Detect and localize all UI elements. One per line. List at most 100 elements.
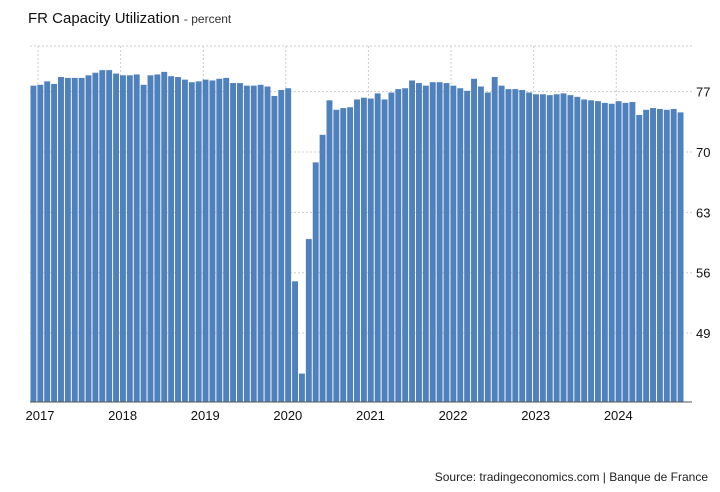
bar: [133, 74, 140, 402]
source-note: Source: tradingeconomics.com | Banque de…: [434, 470, 708, 484]
bar: [181, 79, 188, 402]
bar: [113, 73, 120, 403]
bar: [298, 373, 305, 402]
bar: [51, 83, 58, 402]
bar: [168, 76, 175, 402]
y-tick-label: 77: [696, 85, 710, 100]
bar: [498, 85, 505, 402]
bar: [340, 108, 347, 402]
bar: [140, 84, 147, 403]
x-tick-label: 2018: [108, 408, 137, 423]
bar: [119, 75, 126, 403]
x-tick-label: 2023: [521, 408, 550, 423]
y-tick-label: 56: [696, 266, 710, 281]
bar: [347, 107, 354, 403]
bar: [484, 92, 491, 403]
bar: [636, 114, 643, 403]
bar: [643, 109, 650, 402]
bar: [64, 77, 71, 402]
bar: [264, 86, 271, 403]
bar: [629, 102, 636, 402]
bar: [594, 101, 601, 403]
bar: [250, 85, 257, 402]
bar: [257, 84, 264, 403]
bar: [415, 83, 422, 403]
bar: [533, 94, 539, 403]
bar: [37, 84, 44, 403]
bar: [326, 100, 333, 402]
bar: [360, 97, 367, 403]
bar: [99, 70, 106, 402]
bar: [312, 162, 319, 402]
bar: [147, 75, 154, 403]
bar: [622, 102, 629, 402]
x-tick-label: 2017: [26, 408, 55, 423]
bar: [71, 77, 78, 402]
bar: [526, 92, 533, 403]
bar: [560, 93, 567, 402]
bar: [388, 92, 395, 403]
bar: [656, 108, 663, 403]
bar: [243, 85, 250, 402]
bar: [367, 98, 374, 402]
bar: [457, 88, 464, 402]
bar: [381, 99, 388, 402]
bar: [154, 74, 161, 402]
bar: [477, 86, 484, 403]
bar: [216, 78, 223, 403]
x-tick-label: 2021: [356, 408, 385, 423]
bar: [443, 83, 450, 403]
bar: [278, 89, 285, 403]
bar: [581, 99, 588, 402]
bar: [202, 79, 209, 402]
y-tick-label: 49: [696, 326, 710, 341]
bar: [354, 99, 360, 402]
chart-subtitle: - percent: [183, 12, 232, 26]
bar: [574, 96, 581, 402]
bar: [402, 88, 409, 402]
bar: [450, 85, 457, 402]
y-tick-label: 70: [696, 145, 710, 160]
bar: [546, 95, 553, 402]
bar: [677, 112, 684, 403]
bar: [92, 72, 99, 402]
bar: [161, 71, 168, 403]
bar: [285, 88, 292, 402]
bar: [663, 109, 670, 402]
bar: [237, 83, 243, 403]
x-tick-label: 2019: [191, 408, 220, 423]
bar: [422, 85, 429, 402]
bar: [429, 82, 436, 402]
bar: [567, 95, 574, 402]
bar: [395, 89, 402, 402]
bar: [188, 82, 195, 402]
bar: [409, 80, 416, 402]
bar: [292, 281, 299, 402]
bar: [505, 89, 512, 402]
bar: [519, 89, 526, 403]
bar: [195, 81, 202, 403]
x-tick-label: 2022: [439, 408, 468, 423]
bar: [126, 75, 133, 403]
bar: [588, 100, 595, 402]
bar: [650, 108, 656, 402]
bar: [491, 77, 498, 402]
bar: [230, 83, 237, 403]
bar: [58, 77, 64, 402]
bar: [601, 102, 608, 402]
bar: [512, 89, 519, 402]
bar: [608, 103, 615, 403]
bar: [30, 85, 37, 402]
bar: [464, 90, 471, 402]
x-tick-label: 2020: [273, 408, 302, 423]
chart-title: FR Capacity Utilization: [28, 10, 180, 27]
bar: [374, 93, 381, 402]
bar: [319, 134, 326, 403]
bar: [539, 94, 546, 403]
bar: [106, 70, 113, 402]
bar: [271, 95, 278, 403]
bar: [78, 77, 85, 402]
bar: [471, 78, 477, 403]
x-tick-label: 2024: [604, 408, 633, 423]
